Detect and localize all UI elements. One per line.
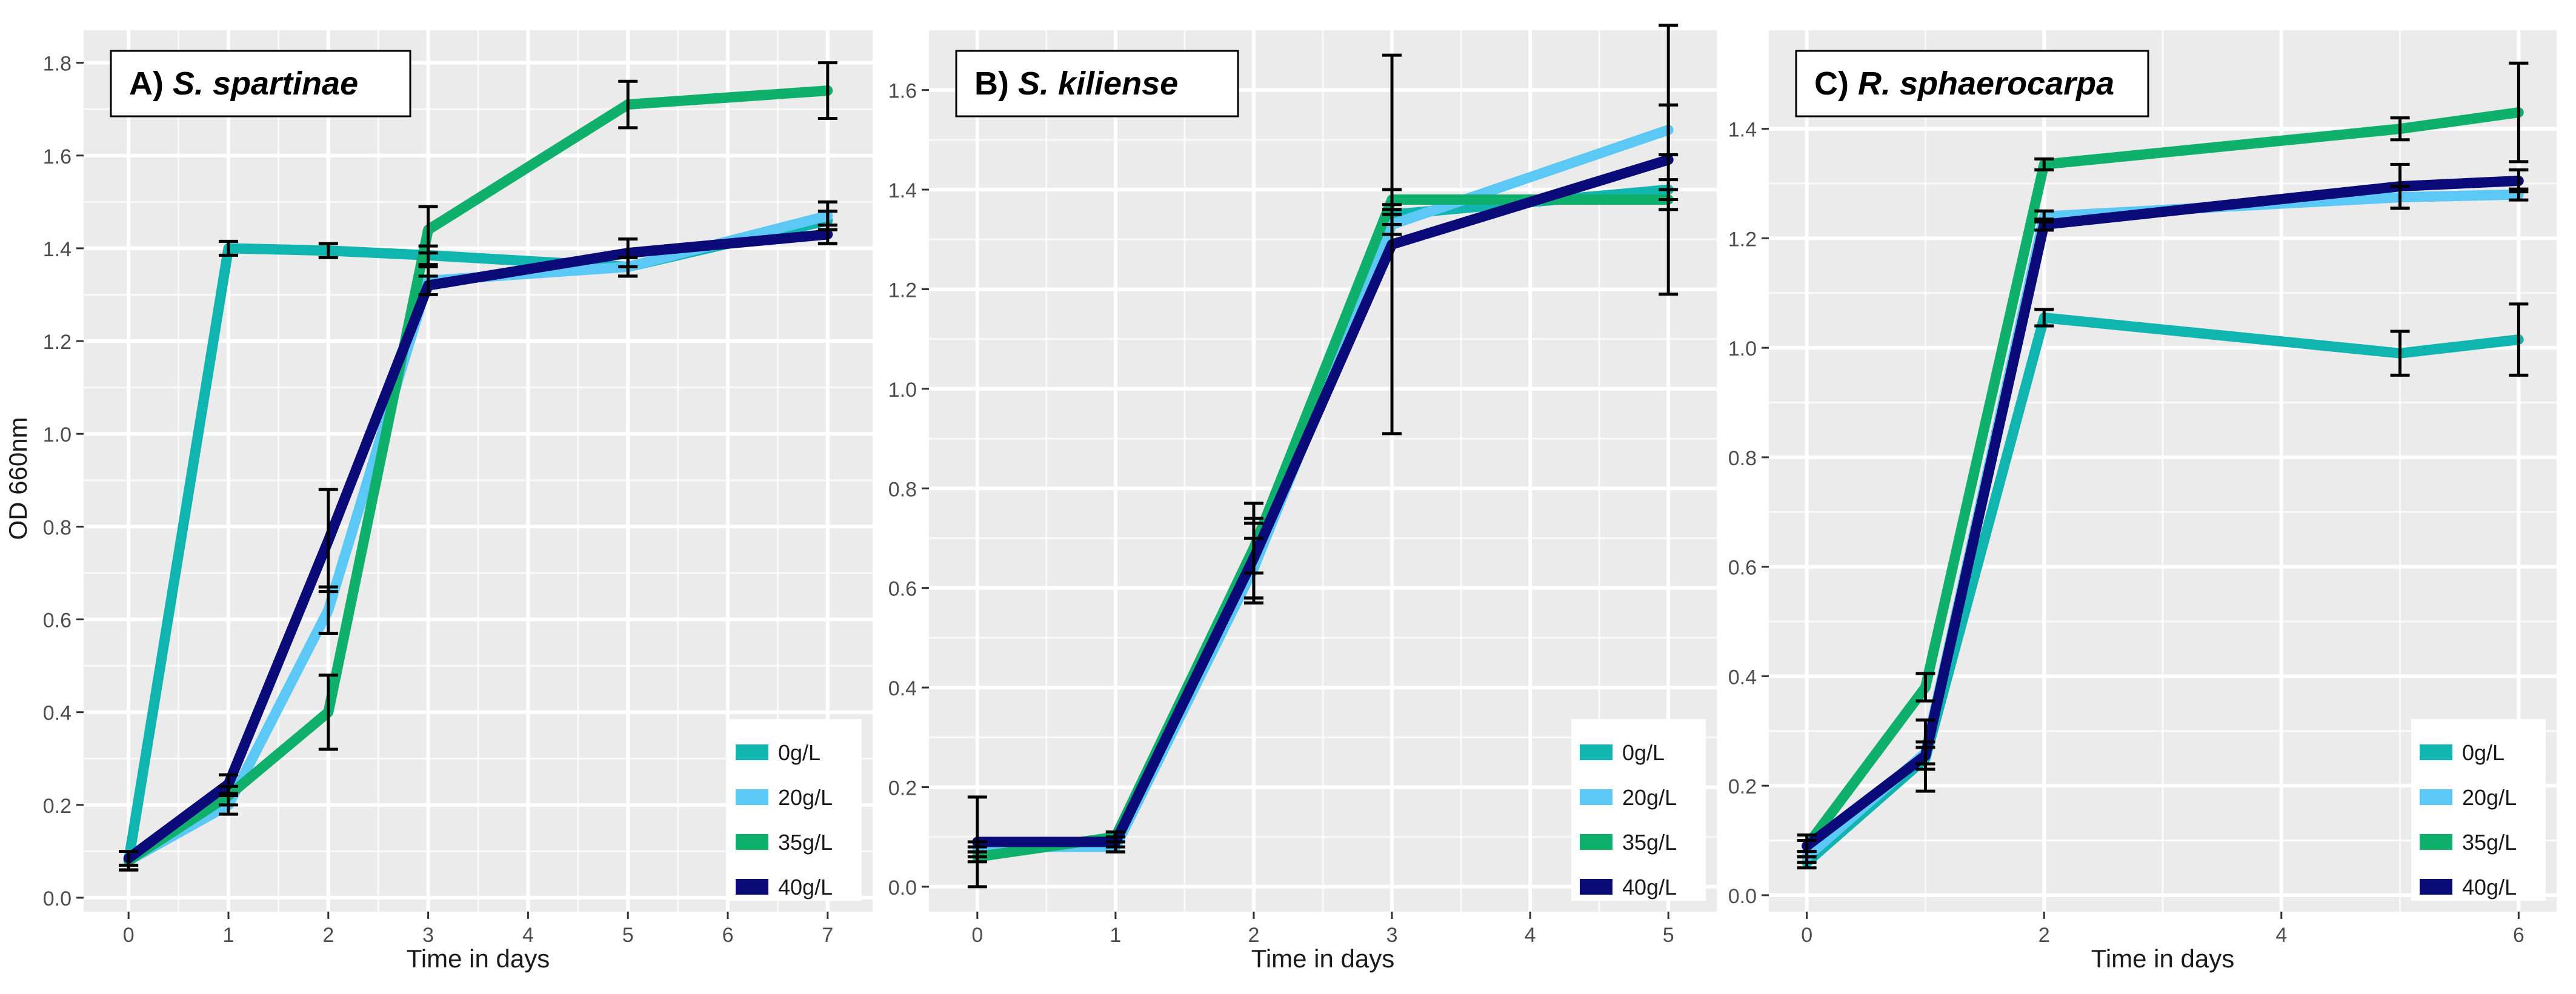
y-tick-label: 0.6 (43, 609, 72, 632)
panel-title: B) S. kiliense (955, 50, 1239, 118)
panel-title-text: B) S. kiliense (974, 65, 1178, 102)
x-tick-label: 5 (1663, 924, 1674, 947)
y-axis-label: OD 660nm (4, 417, 32, 540)
y-tick-label: 1.0 (1728, 337, 1757, 360)
x-tick-label: 2 (1248, 924, 1260, 947)
legend-label: 35g/L (2462, 830, 2517, 855)
x-axis-label: Time in days (2091, 944, 2235, 973)
y-tick-label: 1.2 (43, 331, 72, 354)
legend-key-35g-L (1580, 834, 1612, 850)
panel-title-text: A) S. spartinae (129, 65, 358, 102)
x-axis-label: Time in days (407, 944, 550, 973)
legend-key-20g-L (736, 789, 768, 805)
legend-label: 40g/L (778, 875, 833, 900)
y-tick-label: 0.8 (43, 516, 72, 539)
y-tick-label: 1.4 (1728, 119, 1757, 142)
y-tick-label: 1.4 (43, 238, 72, 261)
panel-title-text: C) R. sphaerocarpa (1814, 65, 2114, 102)
x-tick-label: 1 (223, 924, 235, 947)
y-tick-label: 0.2 (43, 795, 72, 818)
legend-label: 0g/L (2462, 740, 2504, 765)
species-name: S. kiliense (1018, 65, 1178, 102)
y-tick-label: 0.8 (888, 478, 917, 501)
y-tick-label: 1.6 (43, 145, 72, 168)
panel-0: 0.0 0.2 0.4 0.6 0.8 1.0 1.2 1.4 1.6 1.8 0 1 2 3 4 5 6 7 Ti… (43, 30, 873, 973)
legend-key-20g-L (1580, 789, 1612, 805)
legend-label: 20g/L (778, 785, 833, 810)
y-tick-label: 0.4 (43, 702, 72, 725)
x-tick-label: 6 (722, 924, 734, 947)
panel-title-box (955, 50, 1239, 118)
x-tick-label: 4 (1525, 924, 1536, 947)
x-tick-label: 0 (1801, 924, 1812, 947)
y-tick-label: 1.0 (43, 423, 72, 446)
legend-label: 40g/L (2462, 875, 2517, 900)
y-tick-label: 0.0 (1728, 885, 1757, 908)
legend: 0g/L 20g/L 35g/L 40g/L (1571, 719, 1706, 901)
legend-label: 0g/L (1622, 740, 1665, 765)
panel-letter: C) (1814, 65, 1858, 102)
legend-label: 0g/L (778, 740, 820, 765)
legend: 0g/L 20g/L 35g/L 40g/L (2411, 719, 2546, 901)
x-tick-label: 0 (971, 924, 983, 947)
panel-2: 0.0 0.2 0.4 0.6 0.8 1.0 1.2 1.4 0 2 4 6 Time in days… (1728, 30, 2557, 973)
y-tick-label: 1.2 (888, 279, 917, 302)
legend-key-20g-L (2420, 789, 2452, 805)
legend-key-0g-L (736, 744, 768, 760)
species-name: S. spartinae (173, 65, 358, 102)
series-line-20g-L (123, 210, 833, 866)
x-tick-label: 7 (822, 924, 833, 947)
legend-label: 35g/L (1622, 830, 1677, 855)
panel-title-box (110, 50, 411, 118)
x-tick-label: 4 (522, 924, 534, 947)
panel-title-box (1795, 50, 2149, 118)
panel-letter: A) (129, 65, 173, 102)
series-line-40g-L (123, 229, 833, 864)
x-tick-label: 2 (2039, 924, 2050, 947)
legend-label: 40g/L (1622, 875, 1677, 900)
legend-key-0g-L (2420, 744, 2452, 760)
y-tick-label: 0.4 (1728, 666, 1757, 689)
legend-key-40g-L (1580, 879, 1612, 895)
y-tick-label: 1.4 (888, 179, 917, 202)
legend-key-35g-L (736, 834, 768, 850)
legend-key-40g-L (2420, 879, 2452, 895)
x-tick-label: 4 (2275, 924, 2287, 947)
legend-label: 20g/L (2462, 785, 2517, 810)
y-tick-label: 0.2 (1728, 775, 1757, 798)
panel-title: C) R. sphaerocarpa (1795, 50, 2149, 118)
y-tick-label: 0.0 (43, 887, 72, 910)
y-tick-label: 1.2 (1728, 228, 1757, 251)
y-tick-label: 1.8 (43, 53, 72, 76)
panel-letter: B) (974, 65, 1018, 102)
x-tick-label: 3 (1386, 924, 1398, 947)
y-tick-label: 0.0 (888, 876, 917, 900)
panel-1: 0.0 0.2 0.4 0.6 0.8 1.0 1.2 1.4 1.6 0 1 2 3 4 5 Time in… (888, 24, 1717, 973)
x-axis-label: Time in days (1251, 944, 1395, 973)
y-tick-label: 1.6 (888, 80, 917, 103)
legend-label: 35g/L (778, 830, 833, 855)
x-tick-label: 3 (422, 924, 434, 947)
legend: 0g/L 20g/L 35g/L 40g/L (727, 719, 862, 901)
y-tick-label: 0.6 (1728, 557, 1757, 580)
y-tick-label: 0.4 (888, 677, 917, 700)
legend-key-0g-L (1580, 744, 1612, 760)
x-tick-label: 1 (1110, 924, 1121, 947)
panel-title: A) S. spartinae (110, 50, 411, 118)
y-tick-label: 0.2 (888, 777, 917, 800)
legend-label: 20g/L (1622, 785, 1677, 810)
x-tick-label: 0 (123, 924, 135, 947)
species-name: R. sphaerocarpa (1858, 65, 2114, 102)
y-tick-label: 1.0 (888, 379, 917, 402)
x-tick-label: 6 (2513, 924, 2524, 947)
x-tick-label: 2 (322, 924, 334, 947)
y-tick-label: 0.6 (888, 578, 917, 601)
legend-key-35g-L (2420, 834, 2452, 850)
y-tick-label: 0.8 (1728, 447, 1757, 470)
legend-key-40g-L (736, 879, 768, 895)
x-tick-label: 5 (622, 924, 634, 947)
series-line-35g-L (123, 85, 833, 866)
